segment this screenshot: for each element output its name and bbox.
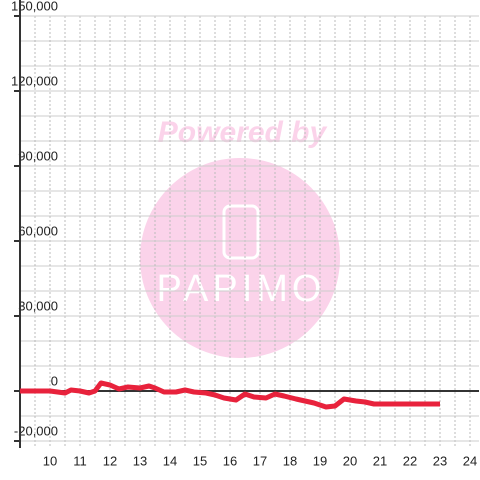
x-tick-label: 12 (103, 453, 117, 468)
x-tick-label: 11 (73, 453, 87, 468)
x-tick-label: 17 (253, 453, 267, 468)
data-line (20, 380, 440, 410)
y-tick-label: 0 (51, 373, 58, 388)
y-tick-label: 30,000 (18, 298, 58, 313)
x-tick-label: 13 (133, 453, 147, 468)
x-tick-label: 15 (193, 453, 207, 468)
x-tick-label: 23 (433, 453, 447, 468)
y-tick-label: -20,000 (14, 423, 58, 438)
x-tick-label: 21 (373, 453, 387, 468)
x-tick-label: 10 (43, 453, 57, 468)
watermark-logo: PAPIMO (157, 268, 326, 310)
y-tick-label: 60,000 (18, 223, 58, 238)
watermark-text: Powered by (158, 116, 328, 149)
y-tick-label: 90,000 (18, 148, 58, 163)
x-tick-label: 19 (313, 453, 327, 468)
x-tick-label: 18 (283, 453, 297, 468)
x-tick-label: 16 (223, 453, 237, 468)
x-tick-label: 20 (343, 453, 357, 468)
y-tick-label: 120,000 (11, 73, 58, 88)
x-tick-label: 22 (403, 453, 417, 468)
y-tick-label: 150,000 (11, 0, 58, 13)
x-tick-label: 24 (463, 453, 477, 468)
phone-icon (222, 204, 260, 260)
x-tick-label: 14 (163, 453, 177, 468)
